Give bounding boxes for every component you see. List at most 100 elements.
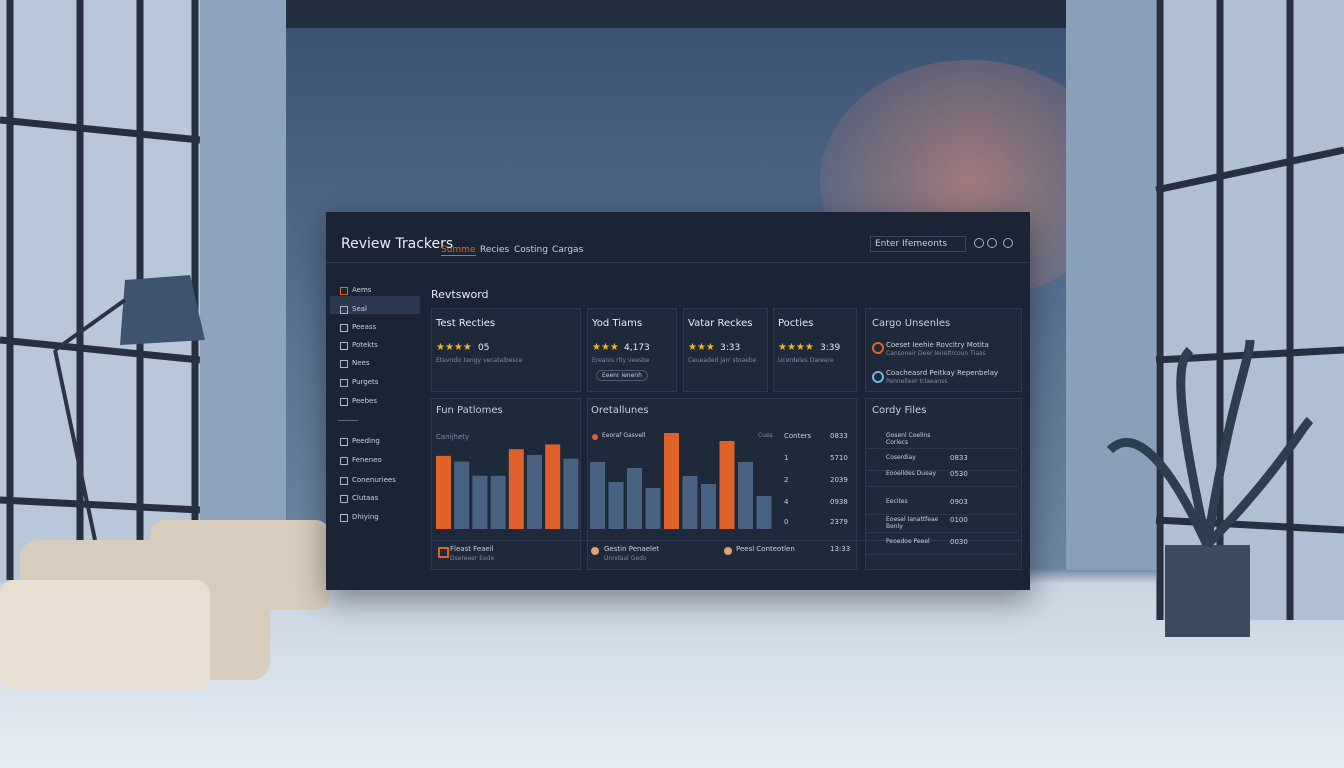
corner-label: Cues — [758, 432, 773, 439]
row-divider — [866, 532, 1018, 533]
sidebar-item[interactable]: Clutaas — [352, 494, 379, 502]
bar — [472, 475, 488, 529]
stars: ★★★ — [592, 342, 619, 353]
selected-item — [330, 296, 420, 314]
counter-value: 2039 — [830, 476, 848, 484]
sidebar-item[interactable]: Seal — [352, 305, 367, 313]
file-name: Eoesel Ianattfeae Benly — [886, 516, 939, 530]
card-note: Etevndic tengy vecatalbesce — [436, 357, 523, 364]
icon — [591, 547, 599, 555]
sidebar-icon — [340, 495, 348, 503]
bar — [436, 455, 451, 529]
bar — [719, 441, 735, 529]
panel-title: Fun Patlomes — [436, 405, 503, 416]
file-name: Coserdiay — [886, 454, 916, 461]
bottom-sub: Dsereeer Eede — [450, 555, 495, 562]
bottom-item: Gestin Penaelet — [604, 545, 660, 553]
icon[interactable] — [1003, 238, 1013, 248]
button[interactable]: Eeenr Ienenh — [596, 370, 648, 381]
tab[interactable]: Cargas — [552, 245, 584, 255]
sidebar-item[interactable]: Purgets — [352, 378, 379, 386]
file-name: Eooelldes Dueay — [886, 470, 937, 477]
sidebar-item[interactable]: Peeding — [352, 437, 380, 445]
sidebar-icon — [340, 398, 348, 406]
sidebar-icon — [340, 287, 348, 295]
card — [683, 308, 768, 392]
card — [865, 308, 1022, 392]
bar — [738, 462, 753, 529]
tab[interactable]: Summe — [441, 245, 476, 256]
counter-key: 2 — [784, 476, 789, 484]
bottom-item: Peesl Conteotlen — [736, 545, 795, 553]
card-title: Test Recties — [436, 318, 496, 329]
bar — [490, 475, 506, 529]
sidebar-icon — [340, 342, 348, 350]
bottom-value: 13:33 — [830, 545, 851, 553]
right-window-frame — [1155, 0, 1344, 620]
legend-dot — [592, 434, 598, 440]
icon[interactable] — [974, 238, 984, 248]
sidebar-item[interactable]: Aems — [352, 286, 372, 294]
bar — [682, 476, 698, 529]
right-window — [1156, 0, 1344, 620]
chart-label: Canijhety — [436, 433, 470, 441]
file-name: Gosenl Coelins Corlecs — [886, 432, 931, 446]
sidebar-item[interactable]: Nees — [352, 359, 370, 367]
stars: ★★★★ — [436, 342, 472, 353]
card — [773, 308, 857, 392]
bar — [590, 462, 605, 529]
file-value: 0030 — [950, 538, 968, 546]
bar — [701, 484, 716, 529]
sidebar-item[interactable]: Conenuriees — [352, 476, 396, 484]
lamp — [53, 275, 205, 541]
sidebar-icon — [340, 360, 348, 368]
bottom-item: Fleast Feaeil — [450, 545, 494, 553]
list-sub: Pennelleer Iclaeanss — [886, 378, 948, 385]
row-divider — [866, 486, 1018, 487]
counter-header: 0833 — [830, 432, 848, 440]
dashboard-screen: Review Trackers Summe Recies Costing Car… — [326, 212, 1030, 590]
tab[interactable]: Recies — [480, 245, 510, 255]
card — [431, 308, 581, 392]
bottom-sub: Unndaal Gedo — [604, 555, 647, 562]
file-value: 0100 — [950, 516, 968, 524]
icon — [872, 371, 884, 383]
bar — [756, 496, 772, 529]
card-value: 3:33 — [720, 343, 741, 353]
file-value: 0833 — [950, 454, 968, 462]
divider — [326, 262, 1030, 263]
search-box[interactable]: Enter Ifemeonts — [870, 236, 966, 252]
row-divider — [866, 554, 1018, 555]
icon — [724, 547, 732, 555]
bar — [627, 468, 642, 529]
file-value: 0903 — [950, 498, 968, 506]
card-value: 4,173 — [624, 343, 650, 353]
bar — [608, 482, 624, 529]
icon — [872, 342, 884, 354]
sidebar-item[interactable]: Potekts — [352, 341, 378, 349]
sidebar-item[interactable]: Peeass — [352, 323, 377, 331]
panel-title: Cargo Unsenles — [872, 318, 951, 329]
files-panel — [865, 398, 1022, 570]
sidebar-icon — [340, 438, 348, 446]
chairs — [0, 520, 330, 690]
bar — [508, 449, 524, 529]
card-note: Ceueaded jarr stoaebe — [688, 357, 757, 364]
counter-header: Conters — [784, 432, 812, 440]
sidebar-icon — [340, 306, 348, 314]
bar — [527, 454, 542, 529]
sidebar-icon — [340, 514, 348, 522]
right-wall — [1066, 0, 1156, 570]
section-title: Revtsword — [431, 288, 489, 301]
icon[interactable] — [987, 238, 997, 248]
sidebar-item[interactable]: Dhiying — [352, 513, 379, 521]
sidebar-item[interactable]: Feneneo — [352, 456, 382, 464]
tab[interactable]: Costing — [514, 245, 548, 255]
ceiling — [286, 0, 1066, 28]
app-title: Review Trackers — [341, 236, 454, 252]
sidebar-item[interactable]: Peebes — [352, 397, 377, 405]
counter-key: 0 — [784, 518, 789, 526]
left-wall — [200, 0, 286, 570]
